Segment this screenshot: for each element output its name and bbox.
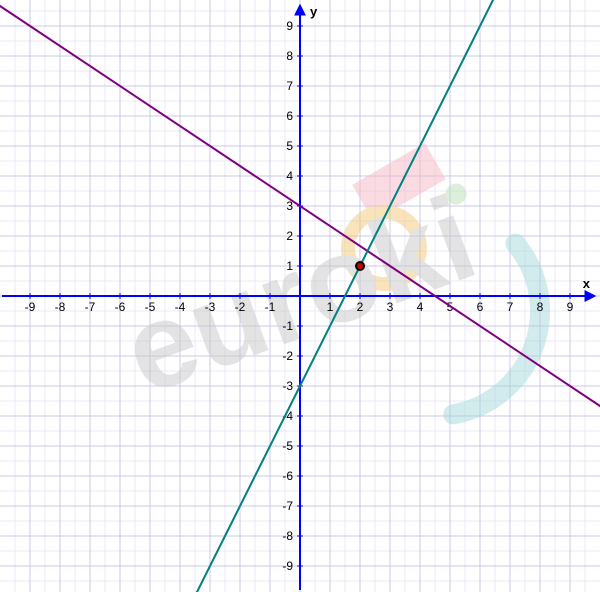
x-tick-label: -1: [265, 300, 276, 314]
x-tick-label: -2: [235, 300, 246, 314]
x-tick-label: -8: [55, 300, 66, 314]
y-tick-label: -5: [282, 439, 293, 453]
y-tick-label: -9: [282, 559, 293, 573]
y-tick-label: -7: [282, 499, 293, 513]
chart-svg: euroki-9-9-8-8-7-7-6-6-5-5-4-4-3-3-2-2-1…: [0, 0, 600, 592]
x-tick-label: -4: [175, 300, 186, 314]
y-tick-label: 1: [286, 259, 293, 273]
y-tick-label: 5: [286, 139, 293, 153]
y-tick-label: 2: [286, 229, 293, 243]
x-tick-label: 9: [567, 300, 574, 314]
y-tick-label: 9: [286, 19, 293, 33]
y-tick-label: -6: [282, 469, 293, 483]
intersection-point-inner: [357, 263, 363, 269]
x-tick-label: -9: [25, 300, 36, 314]
y-axis-label: y: [310, 4, 318, 19]
x-tick-label: -3: [205, 300, 216, 314]
y-tick-label: -3: [282, 379, 293, 393]
x-tick-label: 7: [507, 300, 514, 314]
x-tick-label: 1: [327, 300, 334, 314]
x-tick-label: 4: [417, 300, 424, 314]
y-tick-label: 4: [286, 169, 293, 183]
y-tick-label: 6: [286, 109, 293, 123]
y-tick-label: -2: [282, 349, 293, 363]
x-tick-label: -6: [115, 300, 126, 314]
y-tick-label: -1: [282, 319, 293, 333]
x-axis-label: x: [583, 276, 591, 291]
y-tick-label: 8: [286, 49, 293, 63]
x-tick-label: 2: [357, 300, 364, 314]
x-tick-label: 8: [537, 300, 544, 314]
coordinate-plane-chart: euroki-9-9-8-8-7-7-6-6-5-5-4-4-3-3-2-2-1…: [0, 0, 600, 592]
y-tick-label: 7: [286, 79, 293, 93]
x-tick-label: 3: [387, 300, 394, 314]
x-tick-label: -5: [145, 300, 156, 314]
y-tick-label: -8: [282, 529, 293, 543]
x-tick-label: -7: [85, 300, 96, 314]
x-tick-label: 6: [477, 300, 484, 314]
